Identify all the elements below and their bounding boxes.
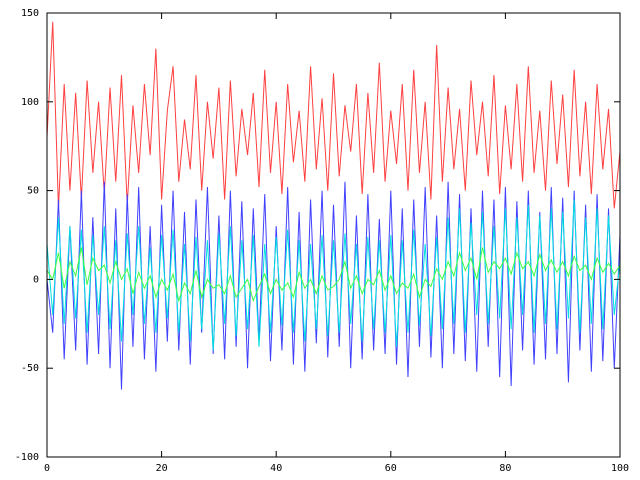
y-tick-label: 50 xyxy=(27,186,39,197)
x-tick-label: 60 xyxy=(385,463,397,474)
y-tick-label: 0 xyxy=(33,274,39,285)
series-line xyxy=(46,247,621,303)
x-tick-label: 100 xyxy=(611,463,629,474)
y-tick-label: -100 xyxy=(15,452,39,463)
x-tick-label: 0 xyxy=(44,463,50,474)
x-tick-label: 40 xyxy=(270,463,282,474)
series-line xyxy=(46,21,621,209)
y-tick-label: 150 xyxy=(21,8,39,19)
y-tick-label: 100 xyxy=(21,97,39,108)
series-line xyxy=(46,181,621,390)
y-tick-label: -50 xyxy=(21,363,39,374)
series-line xyxy=(46,199,621,351)
x-tick-label: 80 xyxy=(499,463,511,474)
x-tick-label: 20 xyxy=(156,463,168,474)
plot-frame xyxy=(46,12,621,458)
